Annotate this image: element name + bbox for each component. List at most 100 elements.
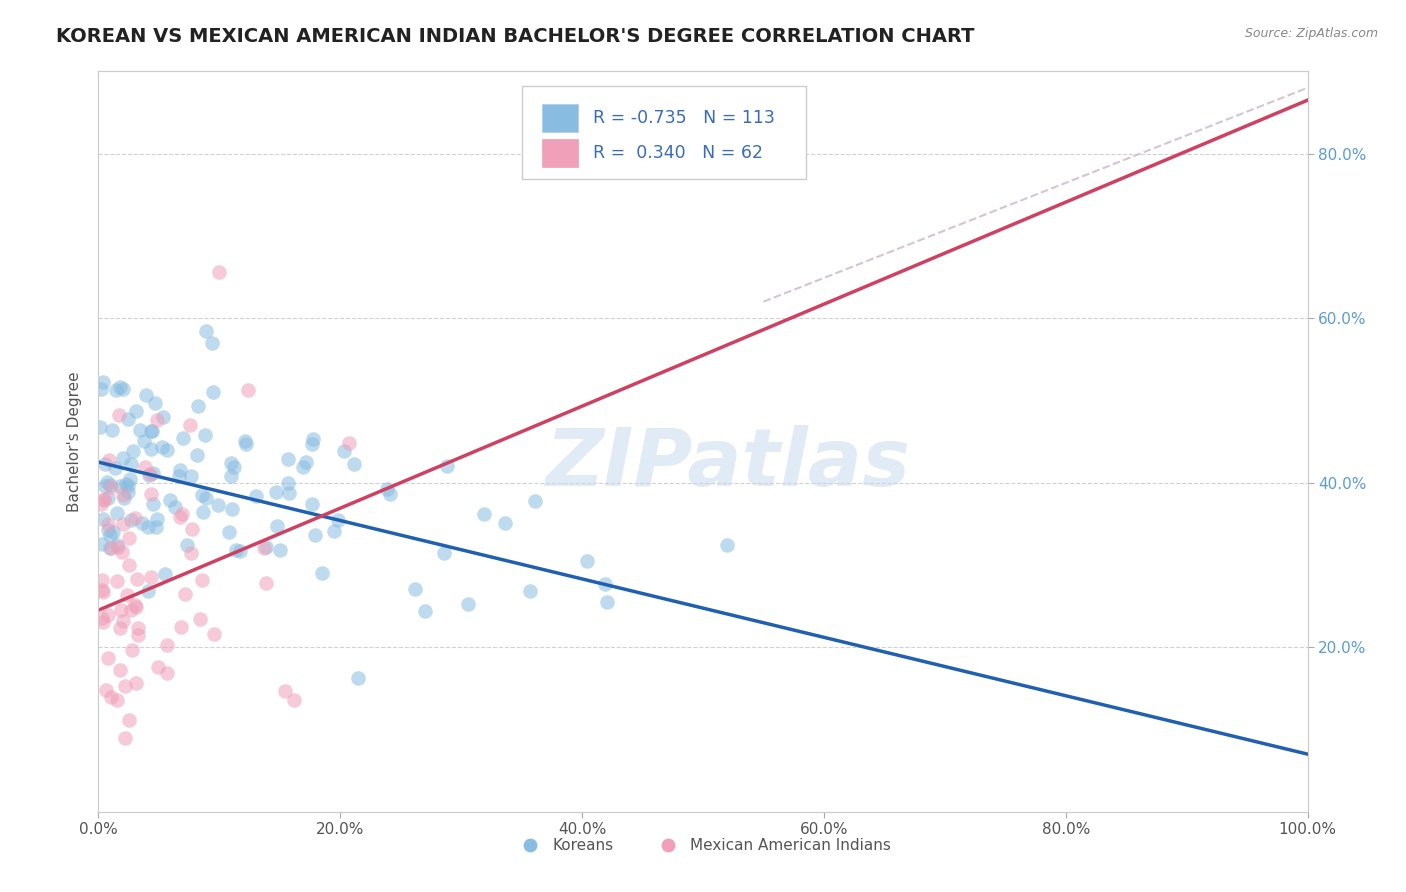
Point <box>208 265 231 279</box>
Point <box>105 693 128 707</box>
Point <box>169 509 191 524</box>
Point <box>139 570 162 584</box>
Point <box>97 491 120 505</box>
Point <box>91 611 114 625</box>
Point <box>138 583 160 598</box>
Point <box>302 432 325 446</box>
Point <box>114 679 136 693</box>
Point <box>97 523 120 537</box>
Point <box>97 516 120 531</box>
Point <box>207 498 229 512</box>
Point <box>117 588 139 602</box>
Point <box>124 599 146 613</box>
Point <box>135 388 157 402</box>
Point <box>278 486 301 500</box>
Point <box>105 574 128 589</box>
Point <box>194 324 217 338</box>
Point <box>266 519 288 533</box>
Point <box>277 476 299 491</box>
Point <box>94 682 117 697</box>
Point <box>188 612 211 626</box>
Point <box>153 567 176 582</box>
Point <box>98 477 121 491</box>
Point <box>90 582 112 597</box>
Point <box>519 583 541 598</box>
Point <box>593 577 616 591</box>
Point <box>100 480 122 494</box>
Point <box>105 383 128 397</box>
Point <box>524 494 547 508</box>
Point <box>172 431 194 445</box>
Point <box>229 544 252 558</box>
Point <box>156 665 179 680</box>
Point <box>494 516 516 530</box>
Point <box>114 476 136 491</box>
Point <box>101 423 124 437</box>
Point <box>457 597 479 611</box>
Point <box>304 528 326 542</box>
Point <box>105 538 128 552</box>
Point <box>125 675 148 690</box>
Point <box>124 511 146 525</box>
Point <box>145 520 167 534</box>
Point <box>94 479 117 493</box>
Point <box>114 731 136 745</box>
Point <box>94 457 117 471</box>
Point <box>295 455 318 469</box>
Point <box>380 487 402 501</box>
Point <box>190 488 212 502</box>
Point <box>120 457 142 471</box>
Point <box>218 524 240 539</box>
Point <box>436 458 458 473</box>
Point <box>100 690 122 705</box>
Point <box>139 442 162 456</box>
Point <box>472 508 495 522</box>
Point <box>193 505 215 519</box>
Point <box>283 693 305 707</box>
Point <box>117 412 139 426</box>
Point <box>254 575 277 590</box>
Point <box>117 484 139 499</box>
Point <box>145 512 167 526</box>
Point <box>142 497 165 511</box>
Point <box>93 492 115 507</box>
Legend: Koreans, Mexican American Indians: Koreans, Mexican American Indians <box>509 832 897 860</box>
Point <box>201 336 224 351</box>
Point <box>129 423 152 437</box>
Point <box>127 572 149 586</box>
Point <box>225 542 247 557</box>
Point <box>118 558 141 572</box>
Point <box>112 450 135 465</box>
Point <box>131 516 153 531</box>
Point <box>91 615 114 629</box>
Point <box>91 585 114 599</box>
Point <box>195 491 218 505</box>
Point <box>413 604 436 618</box>
Point <box>332 444 354 458</box>
Point <box>146 413 169 427</box>
Point <box>125 404 148 418</box>
Point <box>97 607 120 622</box>
Point <box>375 483 398 497</box>
Point <box>97 650 120 665</box>
Point <box>105 506 128 520</box>
Point <box>107 408 129 422</box>
Point <box>176 538 198 552</box>
Text: KOREAN VS MEXICAN AMERICAN INDIAN BACHELOR'S DEGREE CORRELATION CHART: KOREAN VS MEXICAN AMERICAN INDIAN BACHEL… <box>56 27 974 45</box>
Point <box>112 488 135 502</box>
Point <box>93 376 115 390</box>
Point <box>112 491 135 505</box>
Point <box>174 587 197 601</box>
Point <box>138 468 160 483</box>
Point <box>433 546 456 560</box>
Point <box>301 497 323 511</box>
Point <box>339 435 361 450</box>
Point <box>236 383 259 397</box>
Point <box>90 383 112 397</box>
Point <box>110 621 132 635</box>
Point <box>111 544 134 558</box>
Point <box>120 472 142 486</box>
Point <box>145 396 167 410</box>
Point <box>404 582 426 596</box>
Point <box>219 456 242 470</box>
